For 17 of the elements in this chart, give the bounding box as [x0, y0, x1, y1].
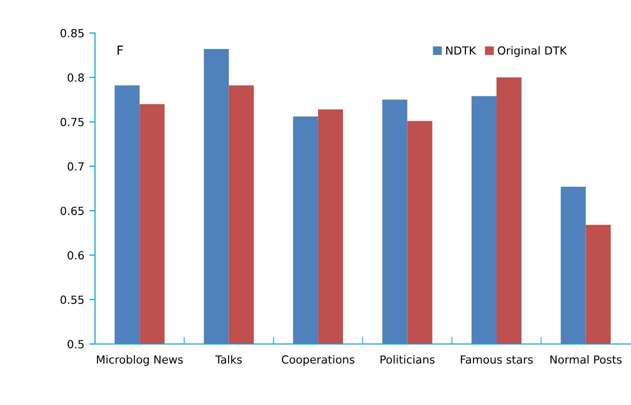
annotation: F	[118, 46, 123, 55]
y-tick-label: 0.75	[60, 118, 84, 126]
y-tick-label: 0.8	[68, 73, 84, 82]
y-tick-label: 0.5	[68, 340, 84, 348]
x-tick-label: Politicians	[380, 355, 435, 364]
x-tick-label: Famous stars	[460, 355, 533, 364]
x-tick-label: Microblog News	[96, 355, 183, 366]
legend-label: Original DTK	[498, 46, 568, 57]
y-tick-label: 0.65	[60, 206, 84, 216]
x-tick-label: Cooperations	[282, 355, 354, 366]
legend-label: NDTK	[446, 46, 476, 55]
y-tick-label: 0.55	[60, 296, 84, 304]
y-tick-label: 0.6	[68, 251, 84, 260]
y-tick-label: 0.7	[68, 162, 84, 171]
x-tick-label: Normal Posts	[550, 355, 622, 364]
y-tick-label: 0.85	[60, 28, 84, 38]
x-tick-label: Talks	[215, 355, 242, 364]
